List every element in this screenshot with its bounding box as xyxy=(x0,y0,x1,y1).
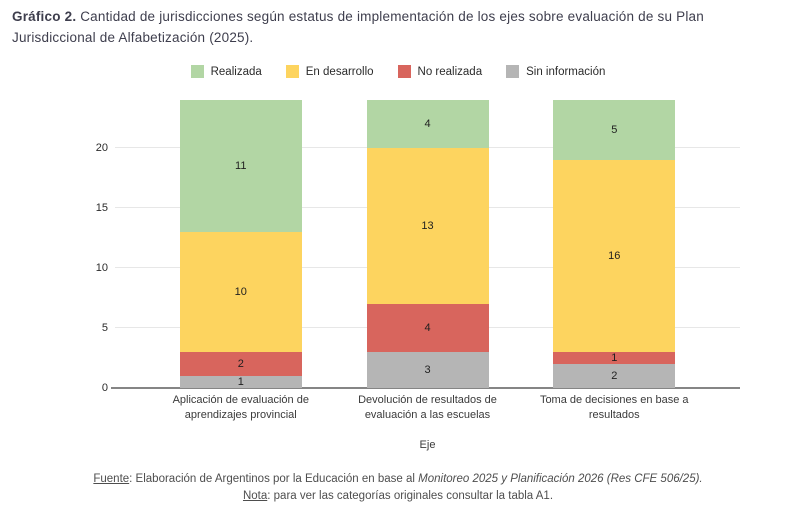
x-axis-title: Eje xyxy=(419,439,436,451)
legend-item-sin-informacion: Sin información xyxy=(506,65,605,78)
plot-area: 1 2 10 11 3 4 13 4 2 1 16 5 xyxy=(111,100,740,389)
y-tick-label: 10 xyxy=(95,262,108,274)
legend-item-en-desarrollo: En desarrollo xyxy=(285,65,374,78)
bar-segment-realizada: 4 xyxy=(366,100,489,148)
bar-segment-no-realizada: 2 xyxy=(179,352,302,376)
y-tick-label: 5 xyxy=(101,322,108,334)
footer-note: Nota: para ver las categorías originales… xyxy=(0,490,796,502)
footer-source-italic: Monitoreo 2025 y Planificación 2026 (Res… xyxy=(418,473,703,485)
legend-swatch-icon xyxy=(285,65,299,78)
segment-value-label: 11 xyxy=(235,160,247,172)
stacked-bar: 1 2 10 11 xyxy=(179,100,302,388)
segment-value-label: 4 xyxy=(424,118,431,130)
footer-note-text: : para ver las categorías originales con… xyxy=(267,490,554,502)
x-axis-line xyxy=(111,387,740,389)
segment-value-label: 5 xyxy=(611,124,618,136)
y-tick-label: 15 xyxy=(95,202,108,214)
stacked-bar: 3 4 13 4 xyxy=(366,100,489,388)
legend-label: Realizada xyxy=(210,65,262,78)
footer-source-label: Fuente xyxy=(93,473,130,485)
bar-segment-realizada: 5 xyxy=(553,100,676,160)
legend-item-no-realizada: No realizada xyxy=(397,65,483,78)
x-category-label: Toma de decisiones en base a resultados xyxy=(539,394,689,422)
segment-value-label: 2 xyxy=(237,358,244,370)
bar-segment-en-desarrollo: 13 xyxy=(366,148,489,304)
legend-label: Sin información xyxy=(526,65,606,78)
x-category-label: Aplicación de evaluación de aprendizajes… xyxy=(172,394,309,422)
bar-segment-no-realizada: 1 xyxy=(553,352,676,364)
footer-source: Fuente: Elaboración de Argentinos por la… xyxy=(0,473,796,485)
chart-title-text: Cantidad de jurisdicciones según estatus… xyxy=(12,9,704,45)
legend-swatch-icon xyxy=(397,65,411,78)
segment-value-label: 16 xyxy=(608,250,621,262)
y-axis-ticks: 0 5 10 15 20 xyxy=(70,100,108,394)
segment-value-label: 2 xyxy=(611,370,618,382)
bar-segment-en-desarrollo: 16 xyxy=(553,160,676,352)
segment-value-label: 13 xyxy=(421,220,434,232)
y-tick-label: 20 xyxy=(95,142,108,154)
bar-segment-sin-informacion: 3 xyxy=(366,352,489,388)
legend-swatch-icon xyxy=(190,65,204,78)
footer-source-text: : Elaboración de Argentinos por la Educa… xyxy=(129,473,419,485)
legend-label: En desarrollo xyxy=(305,65,374,78)
chart-title: Gráfico 2. Cantidad de jurisdicciones se… xyxy=(12,7,780,49)
segment-value-label: 3 xyxy=(424,364,431,376)
legend-swatch-icon xyxy=(506,65,520,78)
segment-value-label: 1 xyxy=(611,352,618,364)
bar-segment-no-realizada: 4 xyxy=(366,304,489,352)
bar-segment-realizada: 11 xyxy=(179,100,302,232)
segment-value-label: 4 xyxy=(424,322,431,334)
bar-segment-en-desarrollo: 10 xyxy=(179,232,302,352)
legend-label: No realizada xyxy=(417,65,483,78)
legend: Realizada En desarrollo No realizada Sin in… xyxy=(0,65,796,78)
stacked-bar: 2 1 16 5 xyxy=(553,100,676,388)
segment-value-label: 10 xyxy=(234,286,247,298)
bar-segment-sin-informacion: 2 xyxy=(553,364,676,388)
legend-item-realizada: Realizada xyxy=(190,65,262,78)
x-category-label: Devolución de resultados de evaluación a… xyxy=(358,394,497,422)
footer-note-label: Nota xyxy=(242,490,268,502)
segment-value-label: 1 xyxy=(237,376,244,388)
y-tick-label: 0 xyxy=(101,382,108,394)
bar-segment-sin-informacion: 1 xyxy=(179,376,302,388)
chart-title-prefix: Gráfico 2. xyxy=(12,9,77,24)
